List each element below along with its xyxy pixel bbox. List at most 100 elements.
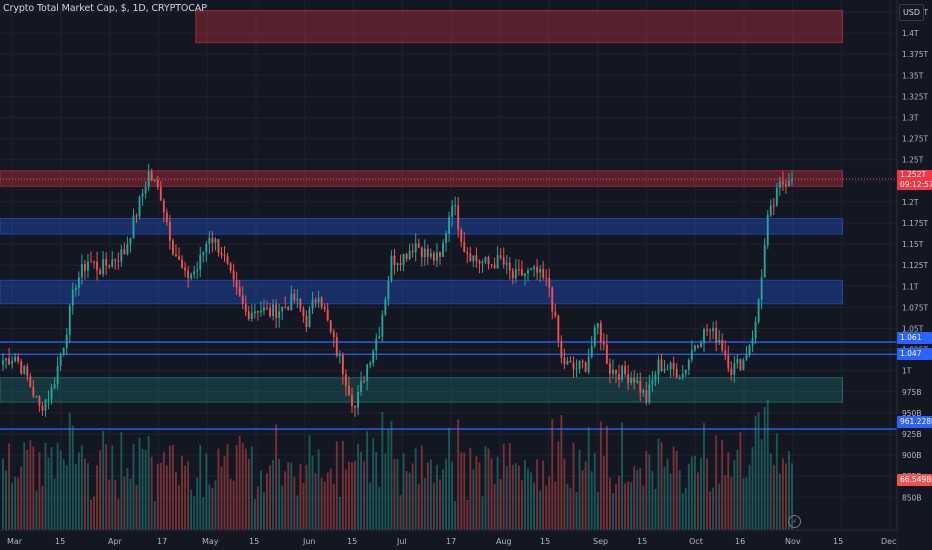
candle-body [709, 330, 712, 332]
volume-bar [17, 477, 20, 530]
volume-bar [162, 451, 165, 530]
candle-body [351, 395, 353, 406]
candle-body [247, 311, 250, 319]
candle-body [77, 277, 80, 288]
candle-body [105, 259, 108, 266]
x-tick-label: Apr [108, 537, 123, 546]
candle-body [269, 307, 271, 317]
volume-bar [511, 464, 514, 530]
candle-body [314, 299, 317, 303]
volume-bar [247, 458, 250, 530]
volume-bar [627, 481, 630, 530]
candle-body [35, 396, 38, 398]
candle-body [700, 343, 702, 348]
candle-body [178, 256, 180, 260]
candle-body [293, 293, 296, 301]
volume-bar [238, 435, 241, 530]
volume-tag: 66.549B [897, 474, 932, 486]
y-tick-label: 1.25T [902, 156, 924, 165]
volume-bar [229, 478, 232, 530]
volume-bar [338, 496, 341, 530]
candle-body [687, 359, 690, 370]
volume-bar [387, 428, 390, 530]
x-tick-label: 16 [735, 537, 745, 546]
volume-bar [232, 480, 235, 530]
candle-body [414, 243, 417, 253]
volume-bar [721, 439, 724, 530]
volume-bar [317, 449, 320, 530]
volume-bar [593, 452, 596, 530]
candle-body [648, 384, 651, 403]
volume-bar [102, 430, 105, 530]
candle-body [593, 327, 596, 346]
volume-bar [50, 447, 53, 530]
volume-bar [605, 425, 608, 530]
candle-body [250, 313, 253, 319]
goto-realtime-icon[interactable]: ⚡ [788, 515, 801, 528]
candle-body [572, 362, 575, 369]
volume-bar [105, 444, 108, 530]
candle-body [117, 260, 120, 262]
volume-bar [375, 452, 378, 530]
volume-bar [420, 445, 423, 530]
volume-bar [451, 461, 454, 530]
x-tick-label: Jun [302, 537, 316, 546]
volume-bar [784, 463, 787, 530]
volume-bar [244, 448, 247, 530]
candle-body [524, 273, 526, 276]
candle-body [554, 311, 557, 316]
candle-body [217, 239, 220, 253]
volume-bar [505, 466, 508, 530]
volume-bar [602, 455, 605, 530]
x-tick-label: 15 [347, 537, 357, 546]
candle-body [266, 307, 268, 309]
volume-bar [703, 423, 705, 530]
volume-bar [463, 452, 466, 530]
volume-bar [730, 476, 733, 530]
x-tick-label: Mar [7, 537, 23, 546]
volume-bar [290, 462, 293, 530]
x-tick-label: Nov [785, 537, 801, 546]
y-tick-label: 1.275T [902, 135, 928, 144]
candle-body [408, 250, 411, 260]
candle-body [287, 306, 290, 311]
volume-bar [766, 400, 769, 530]
volume-bar [32, 446, 35, 530]
volume-bar [29, 440, 32, 530]
price-axis [897, 0, 932, 550]
volume-bar [548, 476, 551, 530]
x-tick-label: Sep [593, 537, 608, 546]
chart-title: Crypto Total Market Cap, $, 1D, CRYPTOCA… [3, 3, 207, 14]
candle-body [760, 277, 763, 300]
candle-body [202, 252, 205, 255]
y-tick-label: 900B [902, 451, 921, 460]
volume-bar [5, 470, 7, 530]
volume-bar [454, 501, 457, 530]
candle-body [162, 200, 165, 213]
candle-body [147, 171, 150, 188]
volume-bar [129, 478, 132, 530]
volume-bar [47, 457, 50, 530]
volume-bar [278, 459, 281, 530]
x-tick-label: 15 [55, 537, 65, 546]
volume-bar [496, 456, 499, 530]
currency-button[interactable]: USD [899, 4, 924, 21]
volume-bar [332, 483, 335, 530]
candle-body [2, 360, 4, 365]
candle-body [633, 378, 636, 383]
volume-bar [739, 432, 742, 530]
candle-body [396, 263, 399, 265]
volume-bar [408, 472, 411, 530]
candle-body [29, 376, 32, 387]
volume-bar [539, 490, 542, 530]
volume-bar [566, 483, 569, 530]
volume-bar [763, 407, 766, 530]
candle-body [290, 293, 293, 311]
candle-body [159, 187, 162, 201]
candle-body [281, 306, 284, 312]
candle-body [669, 362, 672, 370]
candle-body [651, 380, 654, 385]
y-tick-label: 1.125T [902, 261, 928, 270]
